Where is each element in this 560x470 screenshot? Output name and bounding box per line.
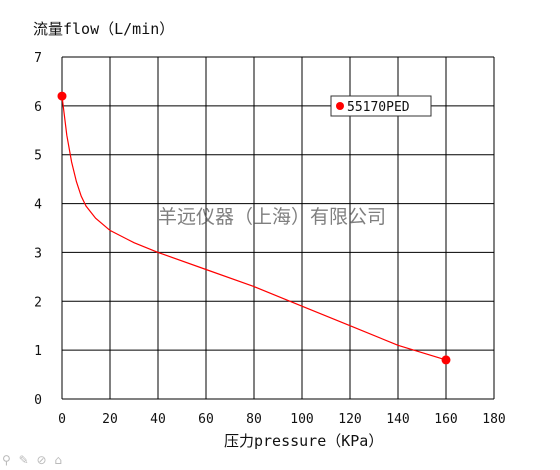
legend-box — [330, 95, 432, 117]
y-tick-label: 3 — [34, 246, 42, 261]
x-tick-label: 100 — [290, 412, 313, 427]
x-tick-label: 180 — [482, 412, 505, 427]
series-55170ped-line — [61, 96, 447, 361]
y-tick-label: 4 — [34, 198, 42, 213]
legend-label: 55170PED — [347, 100, 410, 115]
legend: 55170PED — [330, 95, 432, 117]
watermark-text: 羊远仪器（上海）有限公司 — [158, 206, 386, 228]
x-tick-labels: 0 20 40 60 80 100 120 140 160 180 — [58, 412, 506, 427]
y-axis-label: 流量flow（L/min） — [33, 20, 174, 38]
y-tick-label: 6 — [34, 100, 42, 115]
y-tick-label: 0 — [34, 393, 42, 408]
y-tick-label: 7 — [34, 51, 42, 66]
x-tick-label: 40 — [150, 412, 166, 427]
data-point-marker — [57, 91, 67, 101]
x-tick-label: 80 — [246, 412, 262, 427]
y-tick-label: 1 — [34, 344, 42, 359]
x-tick-label: 60 — [198, 412, 214, 427]
x-tick-label: 120 — [338, 412, 361, 427]
y-tick-labels: 0 1 2 3 4 5 6 7 — [34, 51, 42, 408]
x-tick-label: 20 — [102, 412, 118, 427]
x-tick-label: 160 — [434, 412, 457, 427]
y-tick-label: 5 — [34, 149, 42, 164]
corner-toolbar-icons[interactable]: ⚲ ✎ ⊘ ⌂ — [2, 453, 64, 467]
legend-marker — [336, 102, 344, 110]
series-markers — [57, 91, 451, 365]
y-tick-label: 2 — [34, 295, 42, 310]
x-axis-label: 压力pressure（KPa） — [224, 432, 383, 450]
x-tick-label: 0 — [58, 412, 66, 427]
x-tick-label: 140 — [386, 412, 409, 427]
data-point-marker — [441, 355, 451, 365]
